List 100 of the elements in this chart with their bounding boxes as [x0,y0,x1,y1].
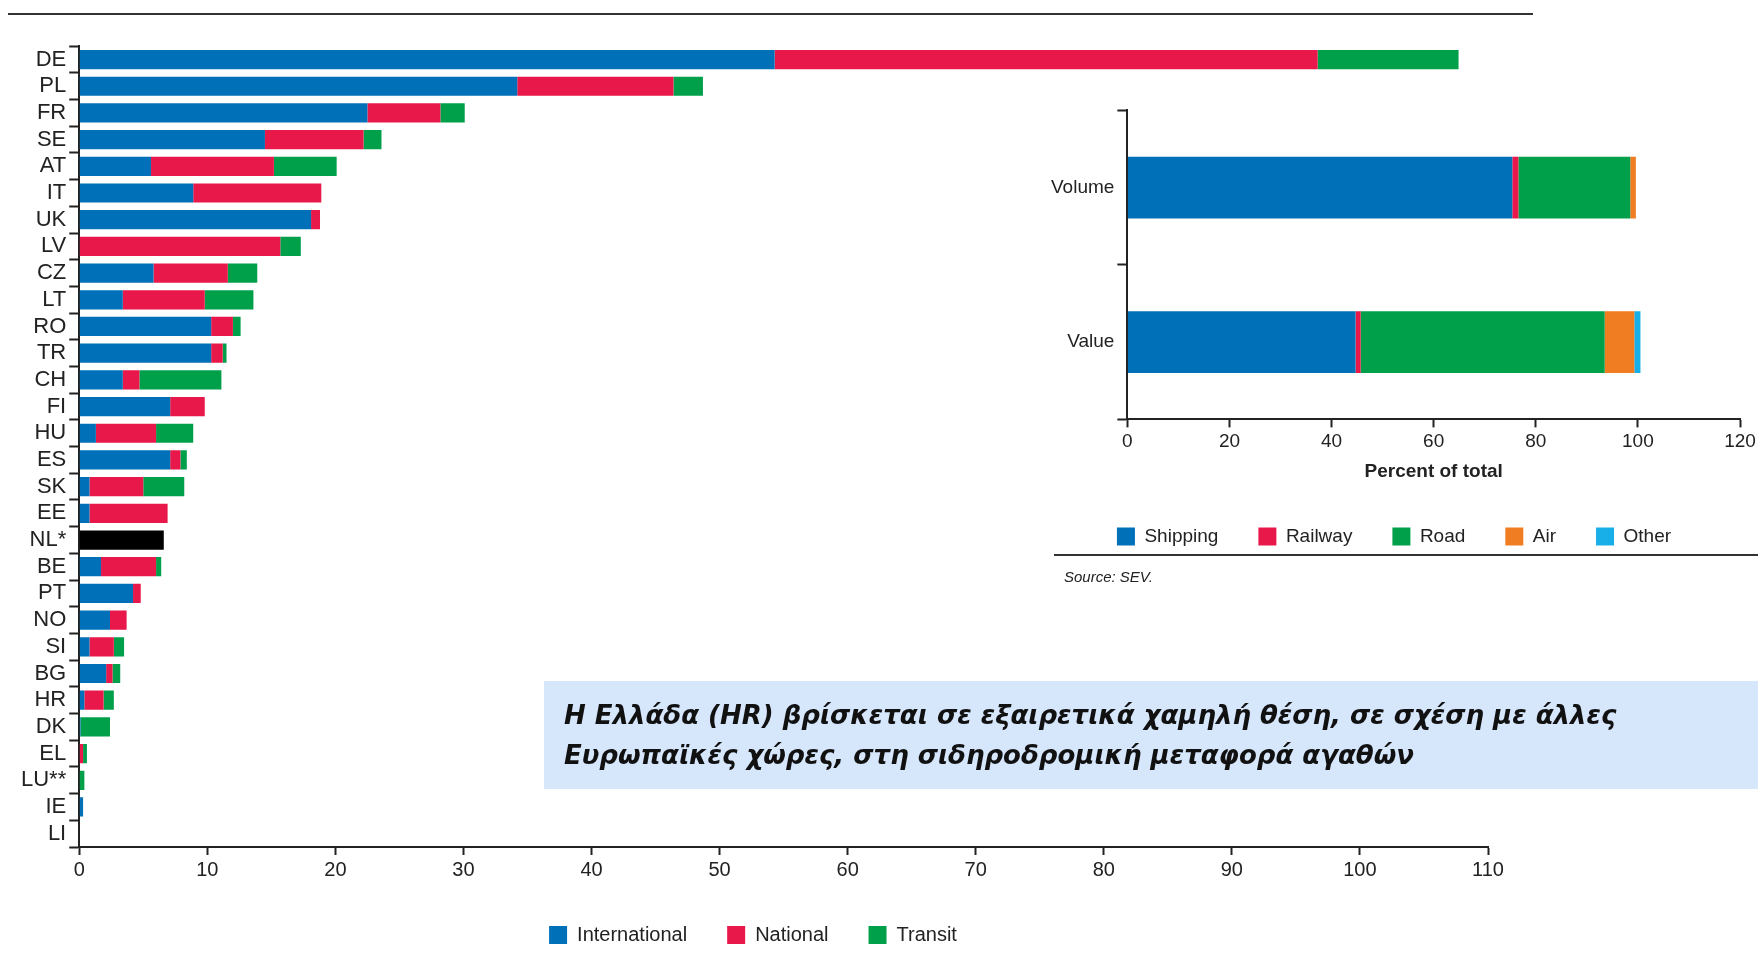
bar [79,103,368,123]
bar [1127,156,1513,219]
bar [79,610,110,630]
bar [367,103,441,123]
y-tick-label: CZ [36,259,67,285]
bar [79,530,164,550]
bar [280,236,301,257]
bar [1355,311,1361,374]
y-tick-label: RO [33,312,67,338]
bar [153,263,228,283]
bar [204,290,254,310]
bar [89,637,114,657]
y-tick-label: EL [39,739,67,765]
x-tick-label: 110 [1472,857,1504,880]
legend-label: National [755,922,829,945]
bar [180,450,187,470]
bar [170,396,205,417]
bar [79,156,151,176]
bar [139,370,222,390]
y-tick-label: LT [42,285,67,311]
bar [109,610,127,630]
legend-label: Shipping [1144,524,1219,546]
bar [311,210,321,230]
x-tick-label: 60 [836,857,859,880]
x-tick-label: 30 [452,857,475,880]
y-tick-label: SI [45,632,67,658]
x-tick-label: 120 [1724,430,1756,452]
bar [1512,156,1519,219]
y-tick-label: DE [35,45,67,71]
bar [1127,311,1356,374]
bar [79,637,90,657]
y-tick-label: LI [47,819,67,845]
bar [774,49,1318,70]
legend-label: Other [1623,524,1672,546]
x-tick-label: 0 [1122,430,1133,452]
y-tick-label: Volume [1051,175,1115,197]
x-tick-label: 40 [580,857,603,880]
bar [79,396,171,417]
x-tick-label: 80 [1525,430,1547,452]
bar [133,583,141,604]
bar [122,290,205,310]
bar [1518,156,1631,219]
bar [227,263,258,283]
bar [1604,311,1635,374]
bar [273,156,337,176]
x-tick-label: 10 [196,857,219,880]
bar [80,717,110,737]
bar [79,557,102,577]
legend-label: Air [1532,524,1557,546]
x-tick-label: 100 [1622,430,1654,452]
y-tick-label: FR [36,99,67,124]
bar [79,130,265,150]
y-tick-label: IE [45,793,67,819]
y-tick-label: LV [40,232,67,258]
y-tick-label: EE [36,499,67,525]
y-tick-label: PT [38,579,67,605]
y-tick-label: DK [35,712,67,738]
y-tick-label: PL [39,72,67,98]
bar [363,130,382,150]
legend-label: Road [1419,524,1466,546]
bar [1317,49,1459,70]
x-tick-label: 40 [1321,430,1343,452]
x-tick-label: 20 [1218,430,1241,452]
bar [150,156,274,176]
bar [79,236,281,257]
bar [106,663,113,684]
bar [122,370,140,390]
bar [79,290,123,310]
bar [232,316,241,337]
bar [1634,311,1641,374]
bar [89,477,144,497]
bar [103,690,114,710]
bar [79,663,107,684]
bar [79,263,154,283]
bar [79,423,96,443]
bar [84,690,104,710]
bar [517,76,674,96]
x-tick-label: 70 [964,857,987,880]
bar [211,343,223,363]
y-tick-label: ES [36,446,67,472]
bar [79,183,194,203]
x-tick-label: 0 [73,857,85,880]
y-tick-label: SK [36,472,67,498]
bar [83,743,87,764]
x-tick-label: 90 [1220,857,1243,880]
x-tick-label: 20 [324,857,347,880]
y-tick-label: FI [46,392,67,418]
bar [156,557,162,577]
x-tick-label: 60 [1423,430,1445,452]
bar [143,477,185,497]
y-tick-label: CH [34,365,67,391]
bar [211,316,233,337]
legend-label: Transit [896,922,958,945]
bar [101,557,157,577]
bar [79,210,312,230]
x-tick-label: 100 [1343,857,1377,880]
bar [79,450,171,470]
y-tick-label: IT [46,179,67,205]
bar [193,183,322,203]
bar [79,316,212,337]
